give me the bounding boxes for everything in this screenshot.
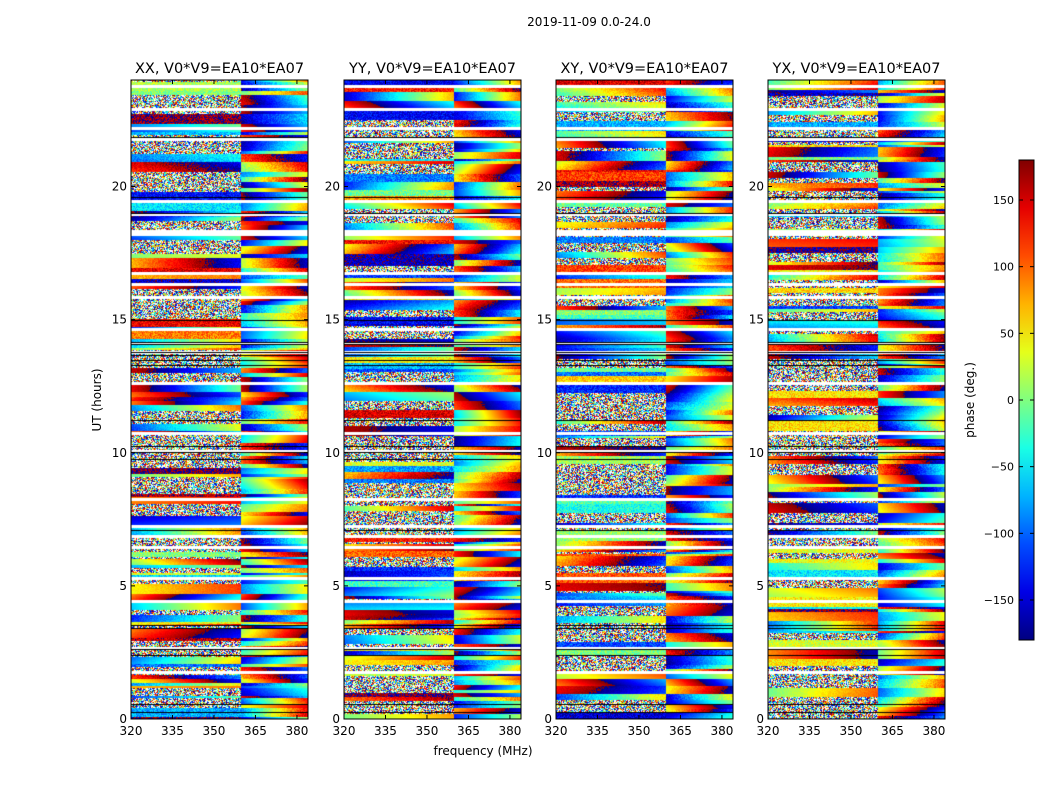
x-tick-label: 320 <box>757 724 780 738</box>
colorbar: 150 100 50 0 −50 −100 −150 phase (deg.) <box>963 159 1035 641</box>
y-tick-label: 15 <box>325 313 340 327</box>
y-tick-label: 5 <box>332 579 340 593</box>
x-tick-label: 380 <box>285 724 308 738</box>
x-axis-label: frequency (MHz) <box>433 744 532 758</box>
y-tick-label: 15 <box>112 313 127 327</box>
colorbar-tick-label: −50 <box>991 461 1014 474</box>
x-tick-label: 335 <box>798 724 821 738</box>
colorbar-label: phase (deg.) <box>963 362 977 438</box>
panel-2: YY, V0*V9=EA10*EA07 320 335 350 365 380 0 5 10 15… <box>325 61 522 738</box>
y-tick-label: 10 <box>537 446 552 460</box>
panel-title: XX, V0*V9=EA10*EA07 <box>135 61 304 77</box>
figure-title: 2019-11-09 0.0-24.0 <box>527 15 651 29</box>
x-tick-label: 365 <box>669 724 692 738</box>
y-tick-label: 10 <box>749 446 764 460</box>
x-tick-label: 365 <box>244 724 267 738</box>
phase-waterfall-image <box>556 80 733 719</box>
panel-4: YX, V0*V9=EA10*EA07 320 335 350 365 380 0 5 10 15… <box>749 61 946 738</box>
panel-frame <box>767 79 946 720</box>
y-tick-label: 0 <box>544 712 552 726</box>
x-tick-label: 335 <box>586 724 609 738</box>
colorbar-tick-label: −150 <box>984 594 1014 607</box>
panel-1: XX, V0*V9=EA10*EA07 320 335 350 365 380 0 5 10 15… <box>112 61 309 738</box>
x-tick-label: 335 <box>161 724 184 738</box>
y-tick-label: 20 <box>112 180 127 194</box>
y-tick-label: 15 <box>749 313 764 327</box>
x-tick-label: 350 <box>203 724 226 738</box>
colorbar-tick-label: 150 <box>993 194 1014 207</box>
panel-title: YX, V0*V9=EA10*EA07 <box>771 61 940 77</box>
x-tick-label: 350 <box>628 724 651 738</box>
colorbar-tick-label: 100 <box>993 261 1014 274</box>
y-tick-label: 0 <box>119 712 127 726</box>
colorbar-tick-label: 50 <box>1000 327 1014 340</box>
y-tick-label: 20 <box>749 180 764 194</box>
panel-3: XY, V0*V9=EA10*EA07 320 335 350 365 380 0 5 10 15… <box>537 61 734 738</box>
phase-waterfall-image <box>768 80 945 719</box>
y-tick-label: 5 <box>544 579 552 593</box>
y-axis-label: UT (hours) <box>90 368 104 431</box>
y-tick-label: 15 <box>537 313 552 327</box>
x-tick-label: 335 <box>374 724 397 738</box>
panel-frame <box>130 79 309 720</box>
panel-frame <box>555 79 734 720</box>
x-tick-label: 380 <box>710 724 733 738</box>
y-tick-label: 10 <box>325 446 340 460</box>
colorbar-tick-label: 0 <box>1007 394 1014 407</box>
y-tick-label: 0 <box>332 712 340 726</box>
y-tick-label: 5 <box>119 579 127 593</box>
y-tick-label: 10 <box>112 446 127 460</box>
phase-waterfall-image <box>344 80 521 719</box>
panel-title: XY, V0*V9=EA10*EA07 <box>560 61 728 77</box>
panels: XX, V0*V9=EA10*EA07 320 335 350 365 380 0 5 10 15… <box>112 61 946 738</box>
x-tick-label: 320 <box>120 724 143 738</box>
y-tick-label: 0 <box>756 712 764 726</box>
x-tick-label: 380 <box>922 724 945 738</box>
x-tick-label: 365 <box>457 724 480 738</box>
x-tick-label: 350 <box>416 724 439 738</box>
x-tick-label: 320 <box>545 724 568 738</box>
panel-title: YY, V0*V9=EA10*EA07 <box>348 61 516 77</box>
y-tick-label: 20 <box>537 180 552 194</box>
panel-frame <box>343 79 522 720</box>
x-tick-label: 350 <box>840 724 863 738</box>
phase-waterfall-image <box>131 80 308 719</box>
y-tick-label: 5 <box>756 579 764 593</box>
x-tick-label: 380 <box>498 724 521 738</box>
x-tick-label: 365 <box>881 724 904 738</box>
y-tick-label: 20 <box>325 180 340 194</box>
colorbar-tick-label: −100 <box>984 527 1014 540</box>
x-tick-label: 320 <box>333 724 356 738</box>
